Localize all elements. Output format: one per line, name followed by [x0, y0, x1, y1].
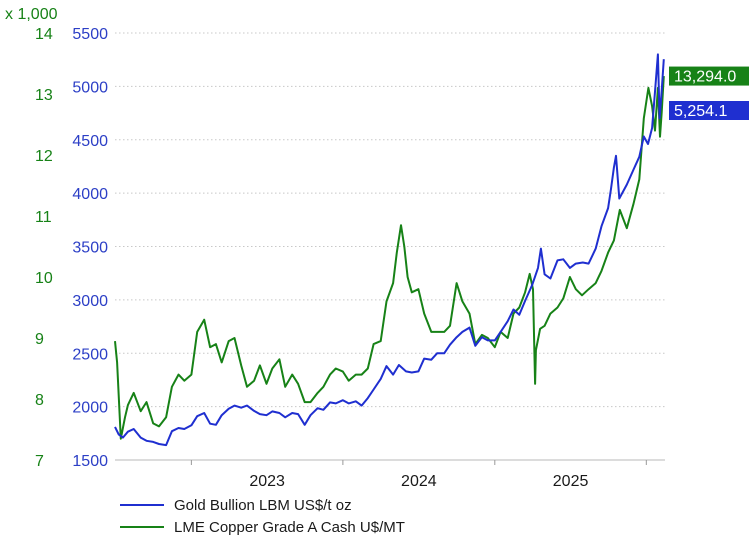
right-axis: 1500 2000 2500 3000 3500 4000 4500 5000 5500 [72, 26, 108, 470]
right-axis-tick-label: 3000 [72, 293, 108, 310]
right-axis-tick-label: 3500 [72, 240, 108, 257]
right-axis-tick-label: 4500 [72, 133, 108, 150]
x-axis-tick-label: 2024 [401, 473, 437, 490]
copper-series-line [114, 76, 665, 440]
left-axis: x 1,000 7 8 9 10 11 12 13 14 [5, 6, 58, 470]
copper-last-value-box [669, 66, 749, 86]
gold-last-value-box [669, 101, 749, 120]
right-axis-tick-label: 2000 [72, 400, 108, 417]
gridlines [115, 32, 665, 408]
right-axis-tick-label: 5500 [72, 26, 108, 43]
legend-item-gold: Gold Bullion LBM US$/t oz [120, 495, 405, 515]
legend-swatch-copper [120, 526, 164, 528]
right-axis-tick-label: 4000 [72, 186, 108, 203]
left-axis-tick-label: 14 [35, 26, 53, 43]
right-axis-tick-label: 2500 [72, 346, 108, 363]
left-axis-tick-label: 13 [35, 87, 53, 104]
legend: Gold Bullion LBM US$/t oz LME Copper Gra… [120, 495, 405, 539]
left-axis-tick-label: 7 [35, 453, 44, 470]
left-axis-tick-label: 8 [35, 392, 44, 409]
left-axis-tick-label: 12 [35, 148, 53, 165]
copper-last-value-label: 13,294.0 [674, 69, 736, 86]
legend-label-copper: LME Copper Grade A Cash U$/MT [174, 518, 405, 536]
x-axis-tick-label: 2025 [553, 473, 589, 490]
legend-item-copper: LME Copper Grade A Cash U$/MT [120, 517, 405, 537]
left-axis-tick-label: 9 [35, 331, 44, 348]
gold-series-line [114, 53, 665, 447]
right-axis-tick-label: 1500 [72, 453, 108, 470]
left-axis-tick-label: 10 [35, 270, 53, 287]
legend-label-gold: Gold Bullion LBM US$/t oz [174, 496, 352, 514]
x-axis: 2023 2024 2025 [115, 459, 665, 490]
left-axis-multiplier: x 1,000 [5, 6, 58, 23]
legend-swatch-gold [120, 504, 164, 506]
right-axis-tick-label: 5000 [72, 79, 108, 96]
series-group [114, 53, 665, 447]
last-value-labels: 5,254.1 13,294.0 [669, 66, 749, 120]
gold-last-value-label: 5,254.1 [674, 103, 727, 120]
x-axis-tick-label: 2023 [249, 473, 285, 490]
left-axis-tick-label: 11 [35, 209, 52, 226]
